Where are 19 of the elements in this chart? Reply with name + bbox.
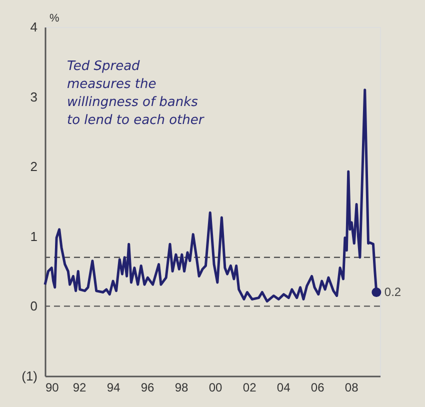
y-tick-label: 3 [30, 89, 38, 104]
y-tick-label: 0 [30, 298, 38, 314]
y-tick-label: 1 [30, 228, 38, 244]
annotation: Ted Spread measures the willingness of banks to lend to each other [67, 59, 206, 128]
x-tick-label: 92 [72, 380, 87, 394]
x-tick-label: 04 [276, 380, 291, 394]
annotation: 0.2 [384, 285, 402, 300]
x-tick-label: 08 [344, 380, 359, 394]
x-tick-label: 00 [208, 380, 223, 394]
x-tick-label: 96 [140, 380, 155, 394]
x-tick-label: 02 [242, 380, 257, 394]
x-tick-label: 98 [174, 380, 189, 394]
x-tick-label: 06 [310, 380, 325, 394]
x-tick-label: 94 [106, 380, 121, 394]
y-tick-label: (1) [22, 368, 38, 384]
y-tick-label: 2 [30, 159, 38, 174]
x-tick-label: 90 [46, 380, 60, 394]
y-axis-title: % [50, 12, 60, 24]
y-tick-label: 4 [30, 20, 38, 34]
